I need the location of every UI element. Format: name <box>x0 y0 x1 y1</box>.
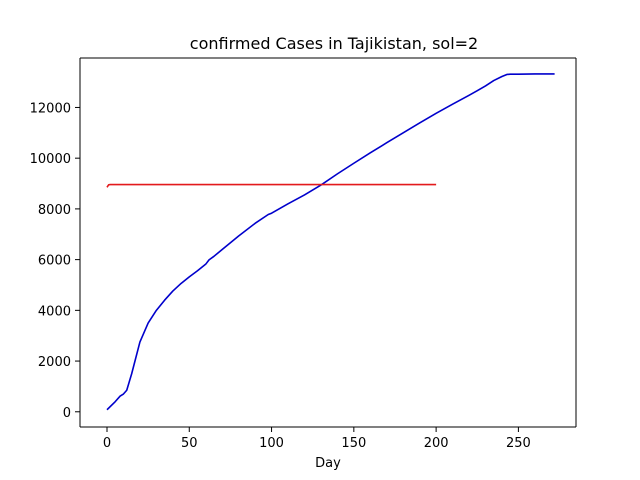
y-tick-label: 10000 <box>30 152 71 167</box>
series-line-2 <box>106 183 437 188</box>
x-axis-ticks: 0 50 100 150 200 250 <box>103 427 531 451</box>
x-tick-label: 50 <box>181 436 198 451</box>
x-axis-label: Day <box>315 456 341 471</box>
x-tick-label: 100 <box>259 436 284 451</box>
y-tick-label: 0 <box>63 406 71 421</box>
y-axis-ticks: 0 2000 4000 6000 8000 10000 12000 <box>30 101 80 421</box>
x-tick-label: 200 <box>424 436 449 451</box>
series-line-1 <box>106 73 555 411</box>
y-tick-label: 8000 <box>38 203 71 218</box>
y-tick-label: 12000 <box>30 101 71 116</box>
x-tick-label: 150 <box>341 436 366 451</box>
plot-area <box>80 58 576 427</box>
axes-frame <box>79 57 577 428</box>
y-tick-label: 4000 <box>38 304 71 319</box>
chart-title: confirmed Cases in Tajikistan, sol=2 <box>190 34 478 53</box>
y-tick-label: 6000 <box>38 254 71 269</box>
x-tick-label: 250 <box>506 436 531 451</box>
x-tick-label: 0 <box>103 436 111 451</box>
series-layer <box>106 73 555 411</box>
y-tick-label: 2000 <box>38 355 71 370</box>
